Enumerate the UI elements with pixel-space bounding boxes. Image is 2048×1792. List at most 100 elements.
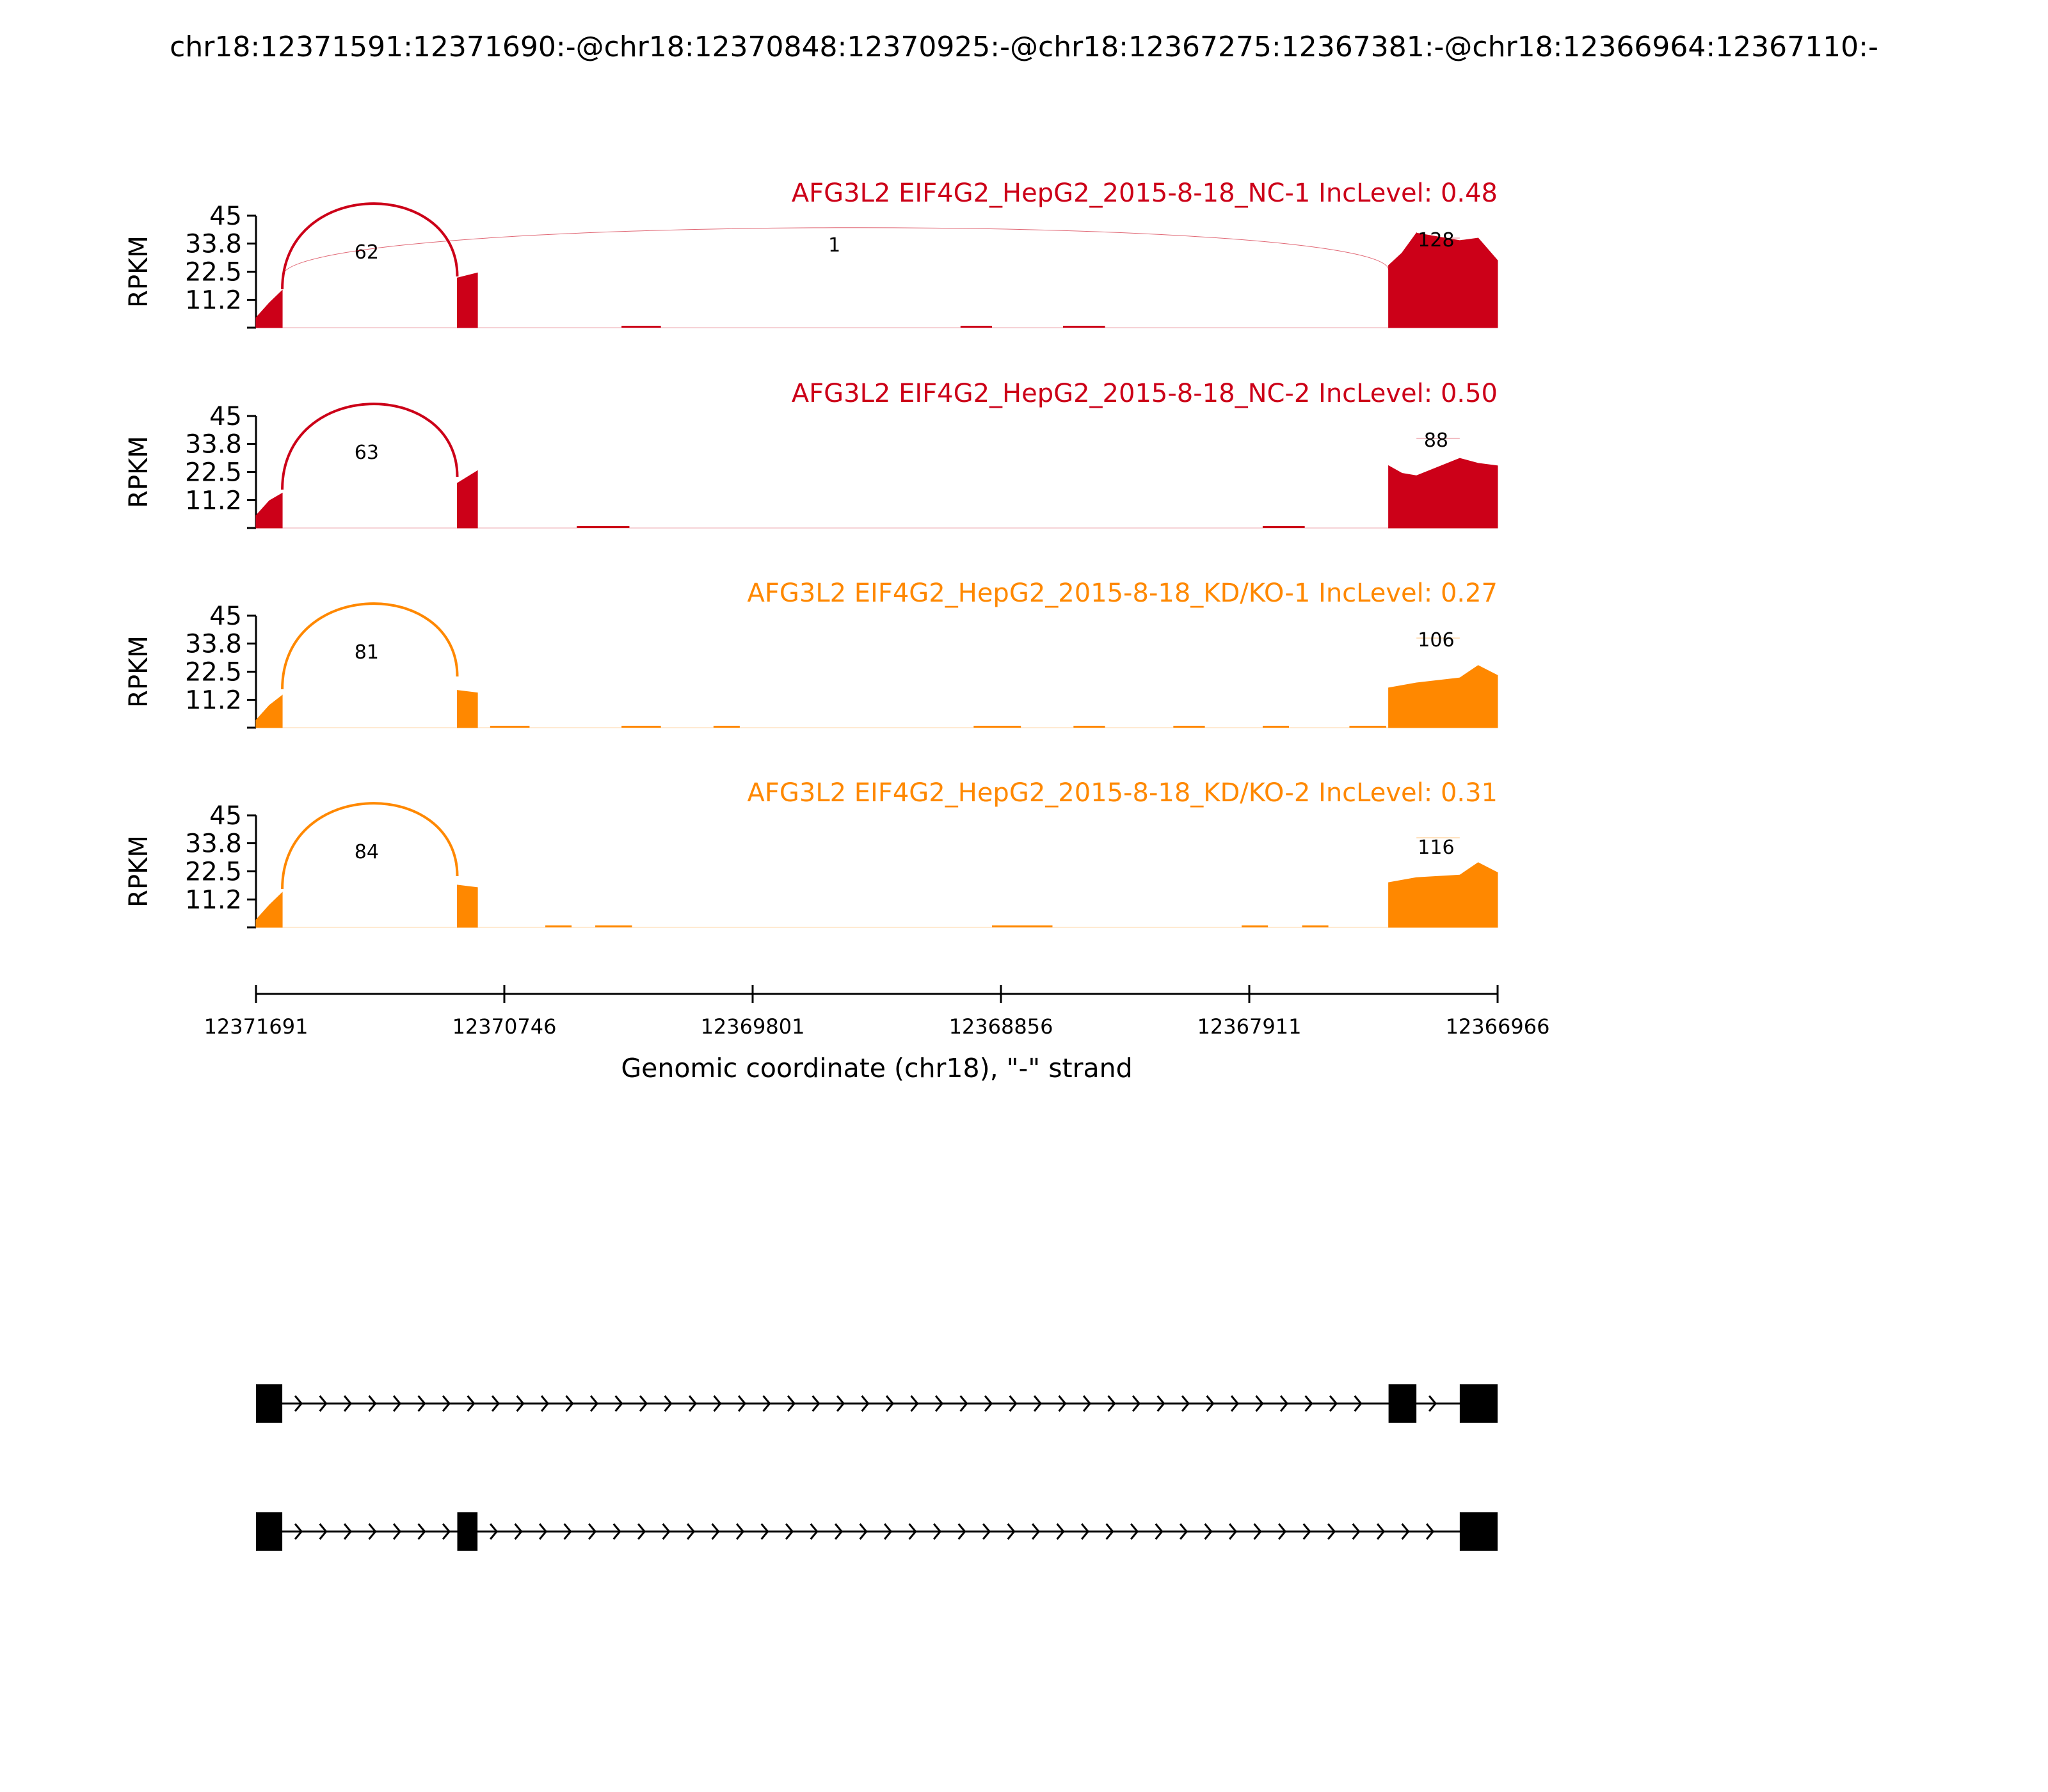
exon-block xyxy=(1459,1384,1498,1423)
strand-chevron xyxy=(637,1523,646,1540)
strand-chevron xyxy=(1206,1395,1215,1412)
strand-chevron xyxy=(1401,1523,1410,1540)
y-tick-label: 45 xyxy=(209,202,242,231)
strand-chevron xyxy=(392,1395,402,1412)
intronic-read xyxy=(1262,526,1305,528)
y-tick-label: 45 xyxy=(209,602,242,631)
junction-arc xyxy=(281,403,459,490)
series-name: AFG3L2 EIF4G2_HepG2_2015-8-18_NC-1 IncLe… xyxy=(792,179,1498,208)
junction-count: 88 xyxy=(1424,429,1448,452)
x-axis-label: Genomic coordinate (chr18), "-" strand xyxy=(621,1053,1132,1084)
coverage-area xyxy=(1459,862,1498,928)
strand-chevron xyxy=(1130,1523,1139,1540)
y-tick-label: 22.5 xyxy=(185,858,242,887)
coverage-area xyxy=(255,492,283,529)
strand-chevron xyxy=(1080,1523,1090,1540)
intronic-read xyxy=(1173,726,1205,728)
strand-chevron xyxy=(294,1523,303,1540)
strand-chevron xyxy=(565,1395,574,1412)
strand-chevron xyxy=(1352,1523,1361,1540)
strand-chevron xyxy=(1277,1523,1287,1540)
exon-block xyxy=(1388,1384,1417,1423)
intronic-read xyxy=(1349,726,1386,728)
exon-block xyxy=(256,1512,283,1551)
strand-chevron xyxy=(735,1523,745,1540)
chart-title: chr18:12371591:12371690:-@chr18:12370848… xyxy=(170,31,1878,63)
junction-count: 1 xyxy=(828,234,840,257)
strand-chevron xyxy=(1082,1395,1092,1412)
y-tick-label: 33.8 xyxy=(185,230,242,259)
y-tick-label: 11.2 xyxy=(185,685,242,715)
strand-chevron xyxy=(1056,1523,1065,1540)
intronic-read xyxy=(960,326,993,328)
strand-chevron xyxy=(1132,1395,1141,1412)
exon-block xyxy=(1459,1512,1498,1551)
strand-chevron xyxy=(612,1523,621,1540)
strand-chevron xyxy=(614,1395,623,1412)
strand-chevron xyxy=(442,1523,451,1540)
strand-chevron xyxy=(883,1523,893,1540)
y-tick-label: 45 xyxy=(209,402,242,431)
intronic-read xyxy=(973,726,1021,728)
strand-chevron xyxy=(834,1523,844,1540)
y-tick-label: 33.8 xyxy=(185,630,242,659)
strand-chevron xyxy=(713,1395,722,1412)
strand-chevron xyxy=(810,1523,819,1540)
y-tick-label: 22.5 xyxy=(185,458,242,488)
strand-chevron xyxy=(1428,1395,1437,1412)
strand-chevron xyxy=(417,1395,426,1412)
coverage-area xyxy=(457,470,478,529)
strand-chevron xyxy=(934,1395,944,1412)
y-tick-label: 45 xyxy=(209,801,242,831)
strand-chevron xyxy=(1156,1395,1165,1412)
junction-count: 81 xyxy=(355,641,379,664)
strand-chevron xyxy=(762,1395,771,1412)
junction-count: 116 xyxy=(1418,836,1454,859)
junction-count: 63 xyxy=(355,442,379,464)
strand-chevron xyxy=(1329,1395,1338,1412)
strand-chevron xyxy=(662,1523,671,1540)
strand-chevron xyxy=(392,1523,402,1540)
strand-chevron xyxy=(1253,1523,1262,1540)
junction-count: 62 xyxy=(355,241,379,264)
y-axis-label: RPKM xyxy=(124,436,154,508)
strand-chevron xyxy=(1107,1395,1116,1412)
y-tick-label: 22.5 xyxy=(185,258,242,287)
junction-arc xyxy=(282,227,1389,277)
strand-chevron xyxy=(1302,1523,1311,1540)
y-tick-label: 22.5 xyxy=(185,658,242,687)
series-name: AFG3L2 EIF4G2_HepG2_2015-8-18_NC-2 IncLe… xyxy=(792,379,1498,408)
coverage-area xyxy=(457,884,478,928)
strand-chevron xyxy=(563,1523,572,1540)
coverage-area xyxy=(1388,874,1460,928)
strand-chevron xyxy=(1255,1395,1264,1412)
strand-chevron xyxy=(589,1395,599,1412)
strand-chevron xyxy=(984,1395,993,1412)
strand-chevron xyxy=(861,1395,870,1412)
strand-chevron xyxy=(1009,1395,1018,1412)
coverage-area xyxy=(457,272,478,328)
strand-chevron xyxy=(957,1523,966,1540)
strand-chevron xyxy=(711,1523,720,1540)
intronic-read xyxy=(713,726,740,728)
coverage-area xyxy=(1416,458,1498,529)
strand-chevron xyxy=(343,1523,353,1540)
strand-chevron xyxy=(1031,1523,1041,1540)
intronic-read xyxy=(1062,326,1105,328)
junction-count: 128 xyxy=(1418,229,1454,252)
strand-chevron xyxy=(417,1523,426,1540)
intronic-read xyxy=(1302,925,1329,927)
strand-chevron xyxy=(688,1395,698,1412)
junction-count: 106 xyxy=(1418,629,1454,652)
strand-chevron xyxy=(442,1395,451,1412)
strand-chevron xyxy=(319,1395,328,1412)
coverage-area xyxy=(1388,677,1460,728)
x-tick-label: 12366966 xyxy=(1446,1014,1550,1039)
strand-chevron xyxy=(1228,1523,1238,1540)
junction-count-bg xyxy=(343,441,390,464)
exon-block xyxy=(256,1384,283,1423)
